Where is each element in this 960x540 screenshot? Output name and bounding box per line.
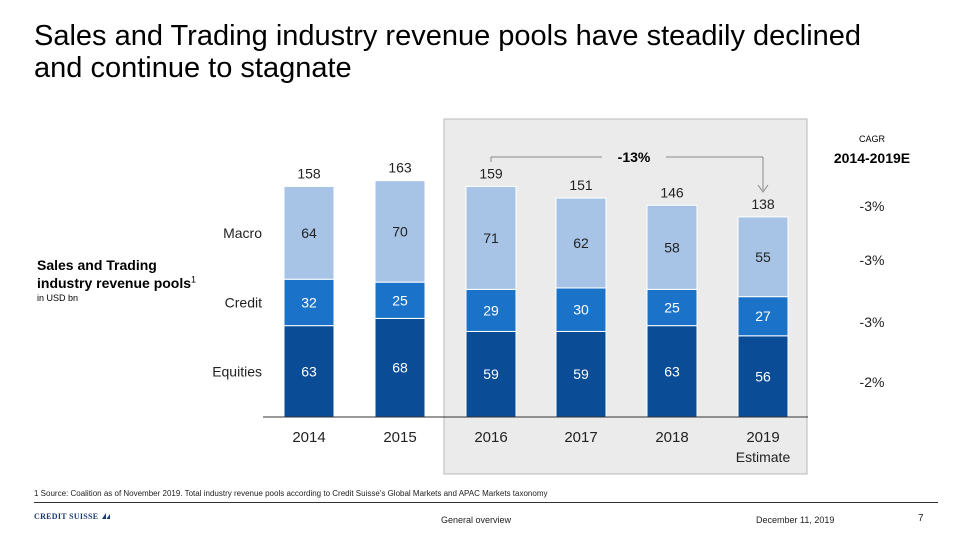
cagr-value-total: -3% <box>859 198 885 214</box>
series-label-macro: Macro <box>223 225 262 241</box>
bar-macro-2016 <box>465 185 517 290</box>
bar-macro-2014 <box>283 185 335 280</box>
sails-icon <box>101 513 110 519</box>
data-label-credit-2016: 29 <box>483 302 499 318</box>
data-label-credit-2014: 32 <box>301 294 317 310</box>
data-label-equities-2015: 68 <box>392 360 408 376</box>
data-label-equities-2019: 56 <box>755 368 771 384</box>
unit-label: in USD bn <box>37 293 79 303</box>
data-label-credit-2017: 30 <box>573 302 589 318</box>
data-label-equities-2016: 59 <box>483 366 499 382</box>
bar-macro-2015 <box>374 180 426 283</box>
cagr-title: CAGR <box>858 134 885 144</box>
x-tick-label-2014: 2014 <box>292 429 325 446</box>
cagr-period: 2014-2019E <box>833 150 911 166</box>
bar-credit-2016 <box>465 288 517 332</box>
bar-equities-2014 <box>283 325 335 418</box>
data-label-macro-2017: 62 <box>573 235 589 251</box>
data-label-macro-2018: 58 <box>664 239 680 255</box>
bar-equities-2019 <box>737 335 789 418</box>
total-label-2015: 163 <box>388 160 412 176</box>
x-tick-label-2015: 2015 <box>383 429 416 446</box>
cagr-value-equities: -2% <box>859 374 885 390</box>
measure-label-line-2: industry revenue pools <box>37 275 192 291</box>
chart-measure-label: Sales and Trading industry revenue pools… <box>37 256 217 303</box>
x-tick-label-2017: 2017 <box>564 429 597 446</box>
data-label-macro-2015: 70 <box>392 223 408 239</box>
cagr-value-macro: -3% <box>859 252 885 268</box>
total-label-2016: 159 <box>479 165 503 181</box>
data-label-macro-2019: 55 <box>755 249 771 265</box>
x-tick-sublabel-2019: Estimate <box>736 449 791 465</box>
logo-text: CREDIT SUISSE <box>34 512 99 521</box>
page-number: 7 <box>918 513 924 524</box>
title-line-2: and continue to stagnate <box>34 52 352 84</box>
bar-equities-2018 <box>646 325 698 418</box>
bar-credit-2019 <box>737 296 789 337</box>
total-label-2019: 138 <box>751 196 775 212</box>
footnote: 1 Source: Coalition as of November 2019.… <box>34 489 548 498</box>
bar-macro-2018 <box>646 204 698 290</box>
data-label-equities-2014: 63 <box>301 363 317 379</box>
footer-divider <box>34 502 938 503</box>
bar-macro-2019 <box>737 216 789 298</box>
total-label-2014: 158 <box>297 165 321 181</box>
page-title: Sales and Trading industry revenue pools… <box>34 20 934 84</box>
measure-label-line-1: Sales and Trading <box>37 257 157 273</box>
x-tick-label-2019: 2019 <box>746 429 779 446</box>
presentation-date: December 11, 2019 <box>756 515 835 525</box>
bar-equities-2015 <box>374 317 426 418</box>
bar-equities-2016 <box>465 330 517 418</box>
data-label-credit-2018: 25 <box>664 300 680 316</box>
title-line-1: Sales and Trading industry revenue pools… <box>34 20 862 52</box>
section-name: General overview <box>441 515 512 525</box>
bar-macro-2017 <box>555 197 607 289</box>
total-label-2018: 146 <box>660 184 684 200</box>
series-label-credit: Credit <box>225 294 262 310</box>
x-tick-label-2016: 2016 <box>474 429 507 446</box>
data-label-equities-2018: 63 <box>664 363 680 379</box>
credit-suisse-logo: CREDIT SUISSE <box>34 512 111 521</box>
data-label-equities-2017: 59 <box>573 366 589 382</box>
x-tick-label-2018: 2018 <box>655 429 688 446</box>
total-label-2017: 151 <box>569 177 593 193</box>
series-label-equities: Equities <box>212 363 262 379</box>
data-label-macro-2016: 71 <box>483 230 499 246</box>
bar-credit-2015 <box>374 281 426 319</box>
cagr-value-credit: -3% <box>859 314 885 330</box>
footnote-marker: 1 <box>191 274 197 285</box>
annotation-arrowhead <box>757 184 769 193</box>
data-label-credit-2019: 27 <box>755 308 771 324</box>
data-label-macro-2014: 64 <box>301 225 317 241</box>
data-label-credit-2015: 25 <box>392 292 408 308</box>
annotation-label: -13% <box>618 149 651 165</box>
bar-credit-2018 <box>646 288 698 327</box>
bar-equities-2017 <box>555 330 607 418</box>
